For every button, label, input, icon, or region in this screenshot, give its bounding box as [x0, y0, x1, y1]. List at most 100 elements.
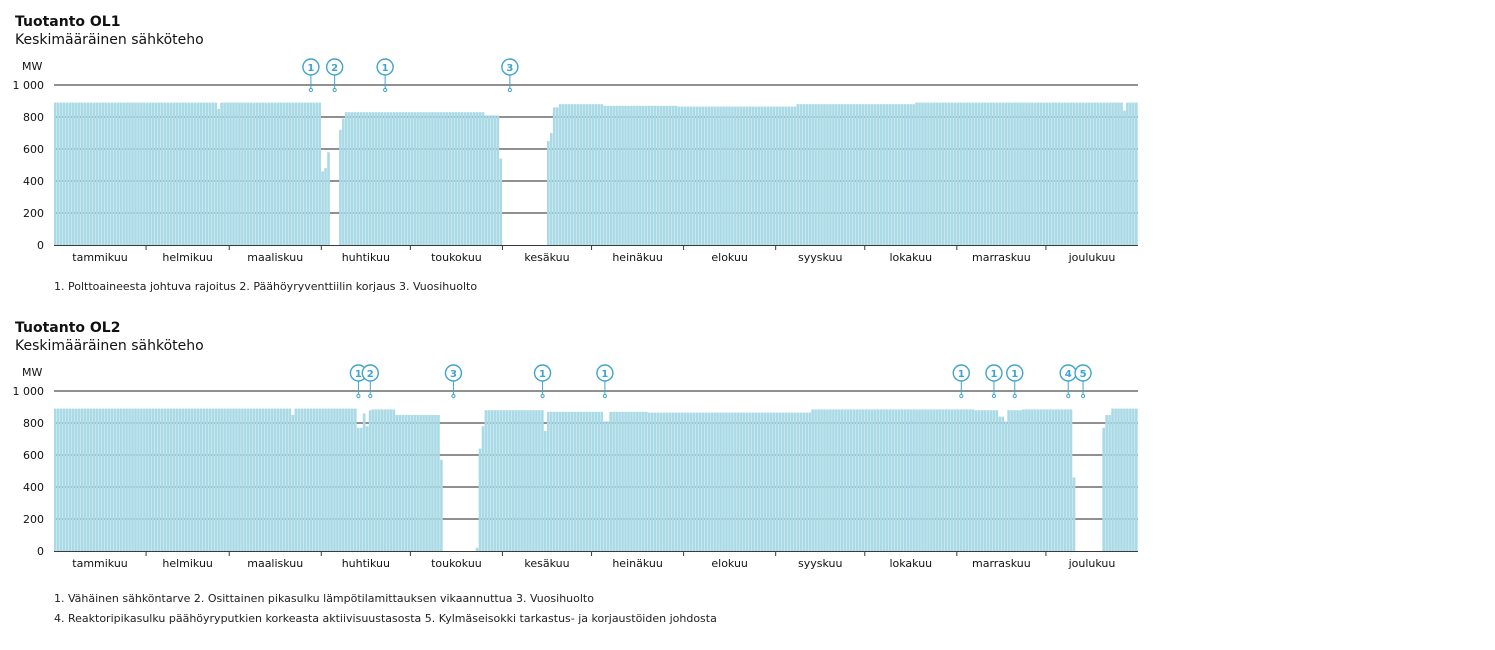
bar — [900, 104, 904, 245]
bar — [359, 427, 363, 551]
bar — [570, 104, 574, 245]
x-tick-label: joulukuu — [1068, 251, 1116, 264]
bar — [549, 133, 553, 245]
y-tick-label: 200 — [23, 513, 44, 526]
x-tick-label: maaliskuu — [247, 557, 303, 570]
bar — [496, 115, 500, 246]
bar — [1117, 102, 1120, 245]
event-marker-label: 3 — [506, 63, 513, 74]
bar — [428, 415, 431, 551]
bar — [541, 410, 544, 551]
bar — [615, 105, 618, 245]
bar — [104, 408, 108, 551]
bar — [499, 158, 503, 245]
bar — [520, 410, 523, 551]
bar — [1001, 102, 1005, 245]
y-tick-label: 400 — [23, 175, 44, 188]
bar — [995, 102, 999, 245]
bar — [849, 104, 853, 245]
bar — [410, 415, 414, 551]
bar — [220, 102, 223, 245]
event-marker-label: 4 — [1065, 369, 1072, 380]
bar — [725, 106, 728, 245]
event-marker: 4 — [1059, 364, 1077, 399]
bar — [258, 102, 262, 245]
bar — [698, 106, 702, 245]
bar — [835, 409, 838, 551]
bar — [169, 408, 173, 551]
bar — [1126, 408, 1129, 551]
bar — [909, 409, 912, 551]
bar — [324, 168, 327, 245]
bar — [163, 102, 167, 245]
bar — [915, 102, 918, 245]
bar — [110, 408, 114, 551]
bar — [362, 413, 366, 551]
bar — [419, 112, 422, 245]
y-tick-label: 800 — [23, 111, 44, 124]
bar — [760, 106, 764, 245]
bar — [662, 412, 666, 551]
bar — [992, 102, 996, 245]
bar — [665, 105, 669, 245]
x-tick-label: heinäkuu — [612, 557, 662, 570]
bar — [54, 102, 57, 245]
bar — [820, 409, 823, 551]
bar — [523, 410, 526, 551]
bar — [437, 415, 440, 551]
bar — [1081, 102, 1085, 245]
bar — [190, 408, 194, 551]
event-marker-dot — [368, 393, 373, 399]
bar — [659, 105, 663, 245]
bar — [413, 415, 416, 551]
bar — [784, 412, 788, 551]
bar — [217, 408, 220, 551]
bar — [897, 409, 901, 551]
bar — [1042, 102, 1046, 245]
bar — [187, 408, 191, 551]
event-marker-dot — [1012, 393, 1017, 399]
bar — [989, 410, 993, 551]
bar — [653, 105, 657, 245]
bar — [184, 102, 188, 245]
bar — [639, 411, 642, 551]
event-marker-dot — [991, 393, 997, 399]
bar — [962, 409, 966, 551]
x-tick-label: lokakuu — [889, 557, 932, 570]
bar — [345, 112, 348, 245]
bar — [823, 409, 826, 551]
bar — [1066, 409, 1070, 551]
bar — [282, 408, 286, 551]
bar — [552, 411, 556, 551]
bar — [437, 112, 440, 245]
bar — [698, 412, 702, 551]
bar — [342, 118, 345, 245]
bar — [321, 408, 324, 551]
bar — [939, 409, 942, 551]
bar — [567, 411, 571, 551]
bar — [226, 102, 229, 245]
bar — [321, 171, 324, 245]
bar — [665, 412, 669, 551]
bar — [707, 106, 710, 245]
bar — [683, 412, 687, 551]
bar — [734, 106, 737, 245]
bar — [873, 409, 877, 551]
bar — [843, 409, 847, 551]
bar — [1019, 102, 1022, 245]
bar — [879, 409, 883, 551]
bar — [956, 102, 960, 245]
bar — [838, 409, 841, 551]
bar — [478, 448, 482, 551]
x-tick-label: huhtikuu — [342, 251, 390, 264]
x-tick-label: elokuu — [711, 557, 748, 570]
bar — [140, 102, 143, 245]
bar — [817, 409, 820, 551]
bar — [772, 412, 776, 551]
bar — [196, 102, 200, 245]
bar — [146, 408, 149, 551]
bar — [282, 102, 286, 245]
bar — [781, 412, 785, 551]
bar — [77, 408, 81, 551]
bar — [163, 408, 167, 551]
